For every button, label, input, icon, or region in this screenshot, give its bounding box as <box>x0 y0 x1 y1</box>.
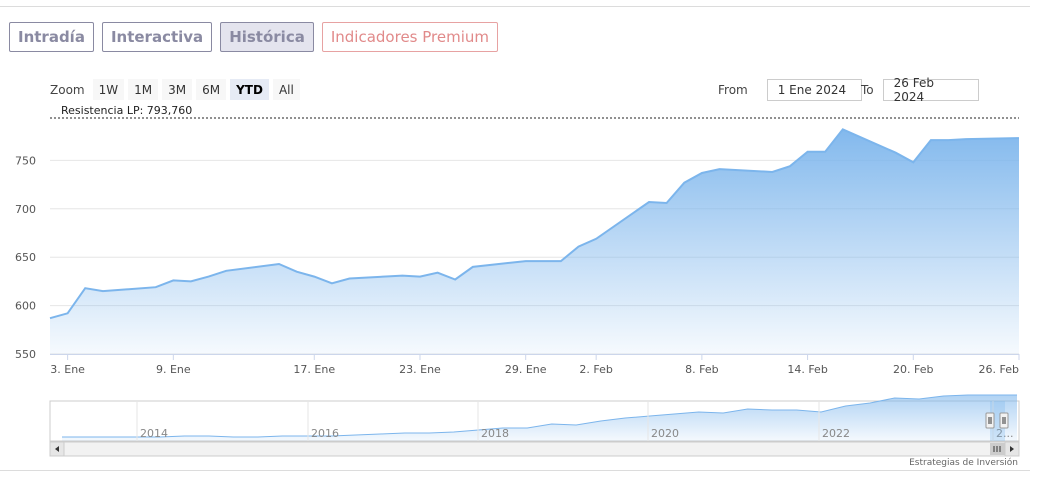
x-tick-label: 23. Ene <box>399 363 441 376</box>
tab-indicadores-premium[interactable]: Indicadores Premium <box>321 22 498 52</box>
navigator-line <box>62 394 1017 438</box>
x-tick-label: 2. Feb <box>579 363 612 376</box>
x-tick-label: 8. Feb <box>685 363 718 376</box>
navigator-year-label: 2014 <box>140 427 168 440</box>
y-tick-label: 550 <box>15 348 36 361</box>
x-tick-label: 17. Ene <box>293 363 335 376</box>
y-tick-label: 650 <box>15 251 36 264</box>
to-label: To <box>861 83 874 97</box>
zoom-1w-button[interactable]: 1W <box>92 79 125 100</box>
to-date-input[interactable]: 26 Feb 2024 <box>882 76 979 104</box>
x-tick-label: 26. Feb <box>979 363 1019 376</box>
navigator-area <box>62 395 1017 441</box>
x-tick-label: 3. Ene <box>50 363 85 376</box>
navigator-year-label: 2... <box>996 427 1014 440</box>
zoom-1m-button[interactable]: 1M <box>128 79 159 100</box>
tab-historica[interactable]: Histórica <box>220 22 314 52</box>
scroll-left-arrow-icon <box>55 446 59 452</box>
navigator-right-handle[interactable] <box>999 412 1009 429</box>
tab-intradia[interactable]: Intradía <box>9 22 94 52</box>
navigator-year-label: 2022 <box>822 427 850 440</box>
navigator-year-label: 2020 <box>651 427 679 440</box>
tab-interactiva[interactable]: Interactiva <box>101 22 213 52</box>
y-tick-label: 700 <box>15 203 36 216</box>
series-line <box>49 128 1020 320</box>
x-tick-label: 9. Ene <box>156 363 191 376</box>
y-tick-label: 600 <box>15 300 36 313</box>
from-label: From <box>718 83 748 97</box>
zoom-all-button[interactable]: All <box>272 79 300 100</box>
navigator-year-label: 2018 <box>481 427 509 440</box>
navigator[interactable]: 2014 2016 2018 2020 2022 2... <box>49 394 1020 457</box>
resistance-line: Resistencia LP: 793,760 <box>50 104 1019 119</box>
view-tabs: Intradía Interactiva Histórica Indicador… <box>9 22 498 52</box>
zoom-3m-button[interactable]: 3M <box>162 79 193 100</box>
navigator-scrollbar[interactable] <box>49 441 1020 457</box>
from-date-input[interactable]: 1 Ene 2024 <box>766 79 862 101</box>
range-from: From 1 Ene 2024 <box>718 79 862 101</box>
series-area <box>49 128 1020 354</box>
range-to: To 26 Feb 2024 <box>861 76 979 104</box>
x-tick-label: 14. Feb <box>787 363 827 376</box>
zoom-selector: Zoom 1W 1M 3M 6M YTD All <box>50 79 304 100</box>
navigator-left-handle[interactable] <box>985 412 995 429</box>
scroll-right-arrow-icon <box>1010 446 1014 452</box>
resistance-label: Resistencia LP: 793,760 <box>61 104 192 117</box>
x-tick-label: 20. Feb <box>893 363 933 376</box>
x-axis-labels: 3. Ene 9. Ene 17. Ene 23. Ene 29. Ene 2. Feb 8… <box>50 354 1020 376</box>
zoom-6m-button[interactable]: 6M <box>196 79 227 100</box>
y-axis-labels: 550 600 650 700 750 <box>15 154 36 361</box>
zoom-ytd-button[interactable]: YTD <box>230 79 269 100</box>
bottom-divider <box>0 470 1030 471</box>
series-area-fill <box>50 129 1019 354</box>
navigator-year-label: 2016 <box>311 427 339 440</box>
top-divider <box>0 6 1030 7</box>
y-tick-label: 750 <box>15 154 36 167</box>
x-tick-label: 29. Ene <box>505 363 547 376</box>
credit-text: Estrategias de Inversión <box>909 457 1018 468</box>
navigator-selection[interactable] <box>990 401 1005 441</box>
zoom-label: Zoom <box>50 82 85 97</box>
